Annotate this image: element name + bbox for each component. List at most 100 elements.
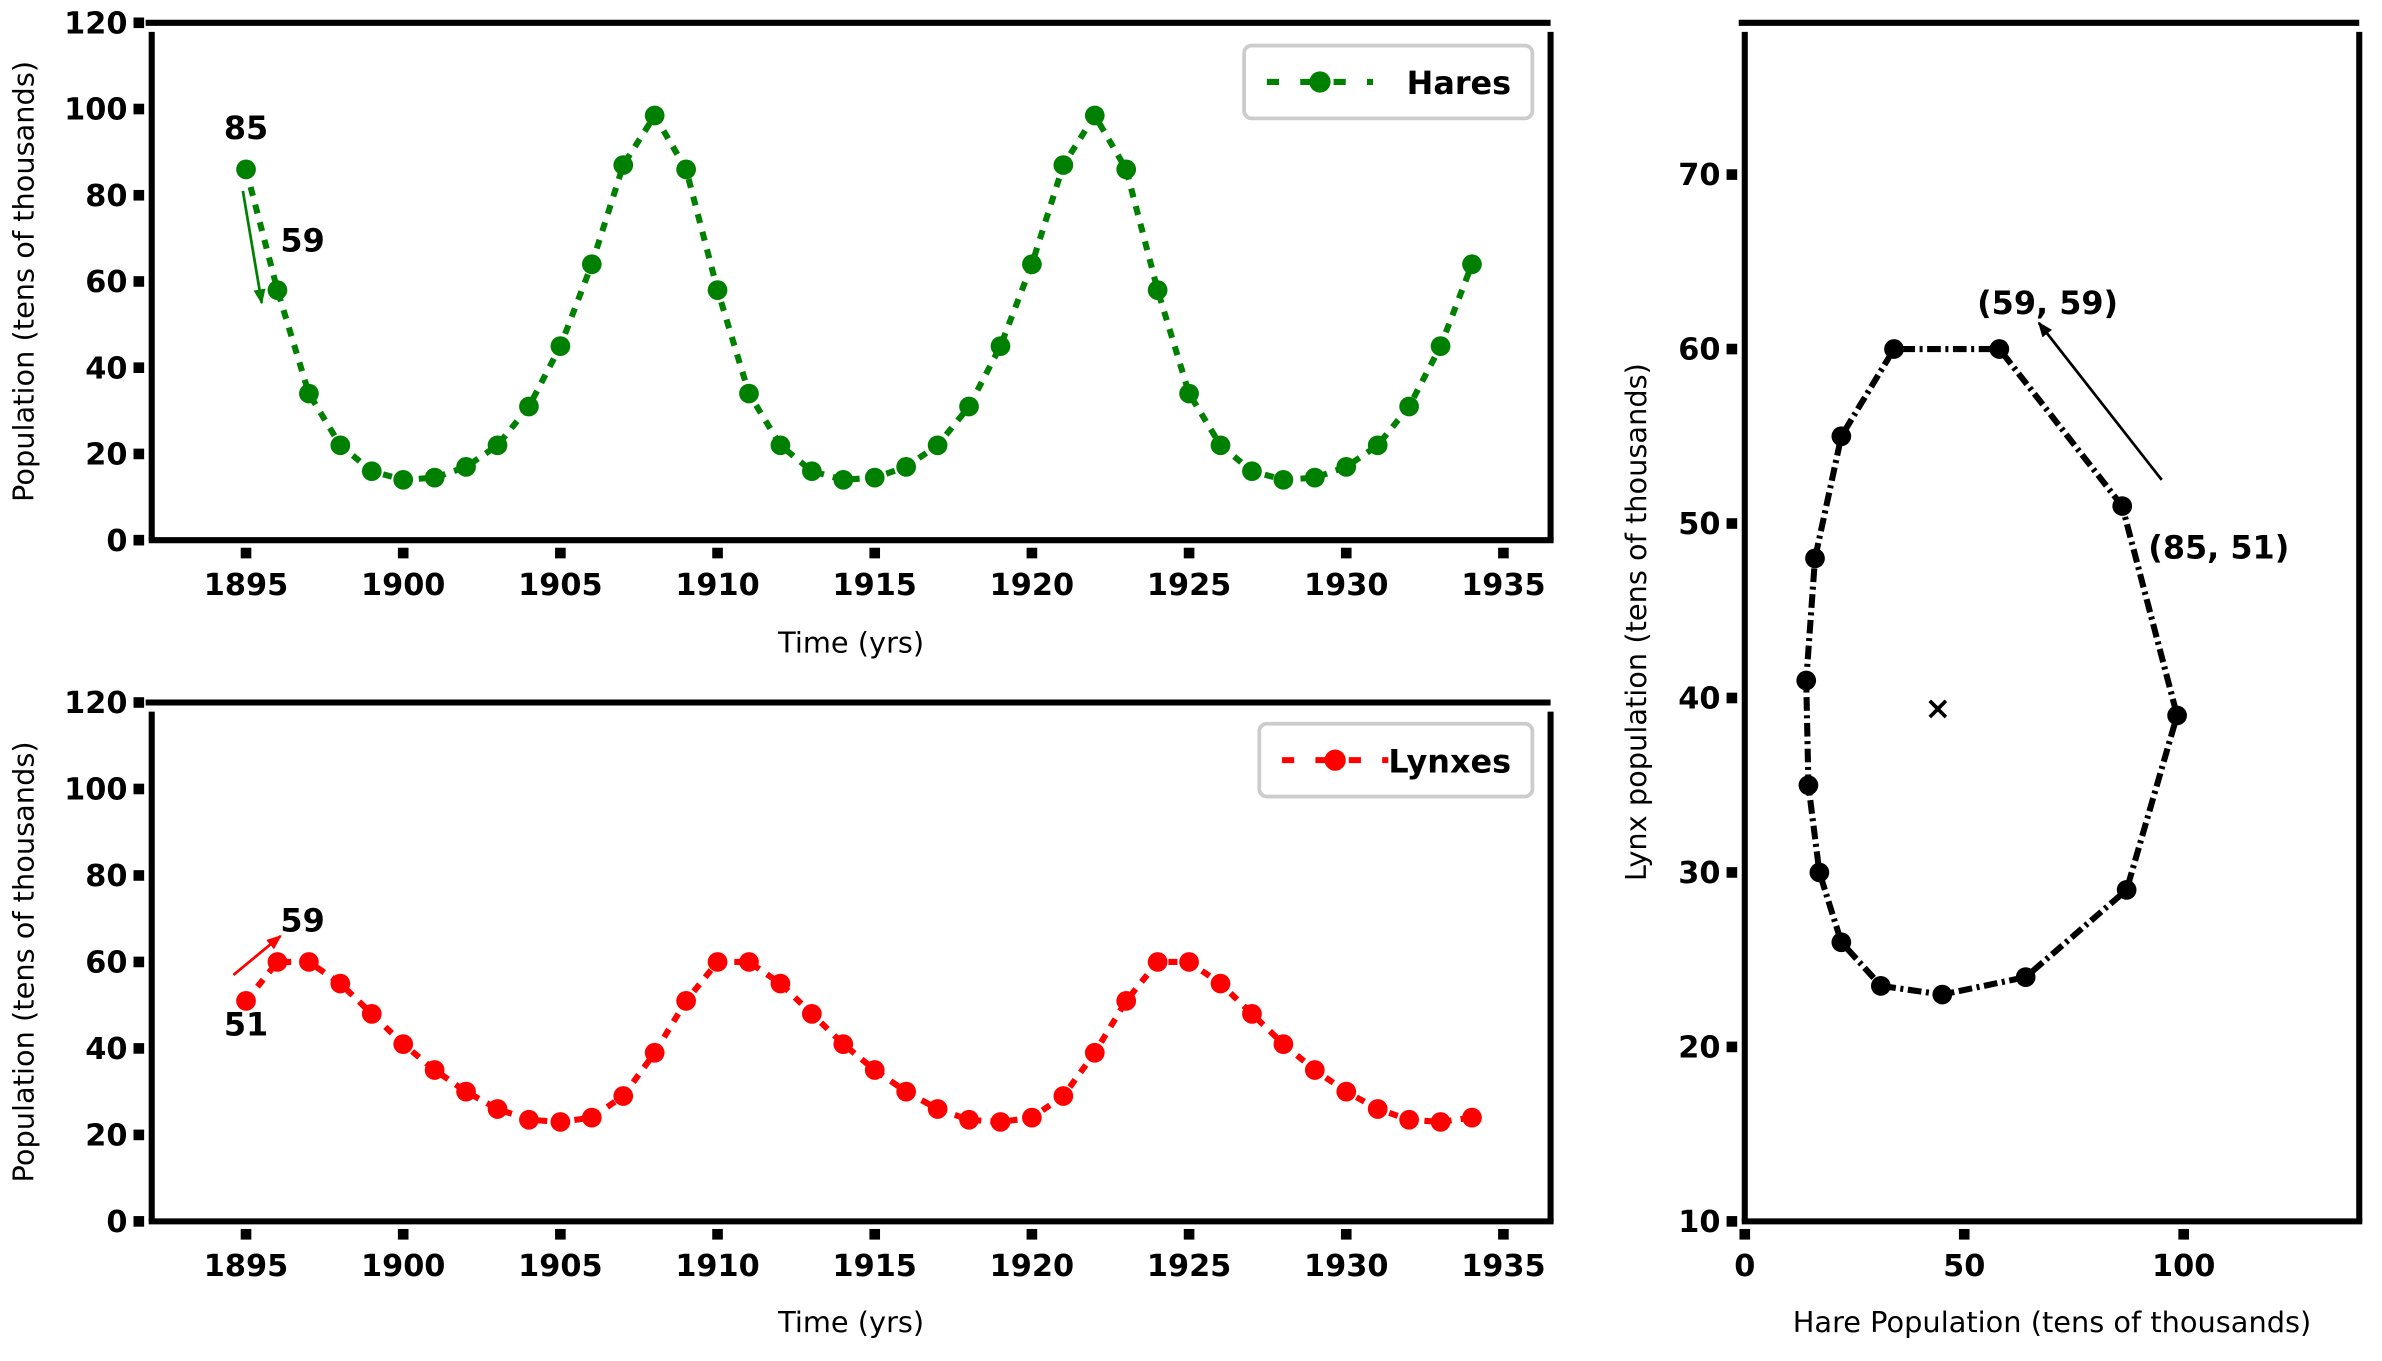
data-point xyxy=(299,952,319,972)
data-point xyxy=(1932,984,1953,1005)
annotation-label: 85 xyxy=(224,109,268,147)
data-point xyxy=(424,467,445,488)
y-axis-label: Lynx population (tens of thousands) xyxy=(1619,363,1653,881)
data-point xyxy=(770,435,791,456)
x-tick-mark xyxy=(869,1228,881,1240)
data-point xyxy=(1367,1099,1388,1119)
data-point xyxy=(487,1099,508,1119)
y-tick-mark xyxy=(1726,1216,1738,1227)
data-point xyxy=(2116,880,2137,900)
legend-label: Hares xyxy=(1407,64,1511,102)
data-point xyxy=(1179,383,1199,404)
y-axis-label: Population (tens of thousands) xyxy=(6,61,40,502)
data-point xyxy=(1798,775,1819,796)
x-tick-mark xyxy=(240,1228,252,1240)
series-line xyxy=(243,109,1475,483)
x-tick-mark xyxy=(555,1228,566,1240)
data-point xyxy=(1870,975,1891,996)
x-tick-label: 0 xyxy=(1734,1249,1755,1284)
data-point xyxy=(801,1003,822,1024)
data-point xyxy=(1796,670,1817,691)
data-point xyxy=(1084,105,1105,126)
x-tick-mark xyxy=(869,547,881,559)
data-point xyxy=(644,1042,665,1063)
x-tick-mark xyxy=(712,1228,723,1240)
y-tick-mark xyxy=(1726,169,1738,180)
data-point xyxy=(833,1034,854,1054)
data-point xyxy=(424,1060,445,1080)
x-tick-label: 1900 xyxy=(361,568,445,603)
data-point xyxy=(1809,862,1830,883)
data-point xyxy=(707,952,728,972)
data-point xyxy=(519,1109,539,1130)
annotation-arrow xyxy=(232,934,282,976)
data-point xyxy=(2112,496,2133,516)
data-point xyxy=(1147,952,1168,972)
x-tick-label: 1915 xyxy=(833,568,917,603)
y-tick-mark xyxy=(1726,867,1738,878)
data-point xyxy=(550,1112,571,1132)
y-tick-mark xyxy=(133,276,145,287)
data-point xyxy=(959,396,979,417)
data-point xyxy=(1805,548,1825,569)
legend-box xyxy=(1242,43,1535,121)
x-tick-mark xyxy=(1958,1228,1970,1240)
data-point xyxy=(864,467,885,488)
data-point xyxy=(896,457,917,477)
x-tick-label: 50 xyxy=(1943,1249,1985,1284)
data-point xyxy=(1273,1034,1294,1054)
x-axis-label: Time (yrs) xyxy=(777,625,924,659)
data-point xyxy=(550,336,571,357)
x-tick-label: 1910 xyxy=(675,1249,759,1284)
data-point xyxy=(2167,705,2187,726)
data-point xyxy=(1462,254,1482,275)
y-tick-label: 30 xyxy=(1678,856,1720,891)
data-point xyxy=(1884,339,1904,359)
data-point xyxy=(1336,457,1357,477)
x-tick-label: 1895 xyxy=(204,1249,288,1284)
x-tick-mark xyxy=(1498,1228,1509,1240)
data-point xyxy=(1053,155,1074,175)
data-point xyxy=(833,469,854,490)
y-tick-label: 60 xyxy=(85,265,127,300)
x-tick-label: 1925 xyxy=(1147,1249,1231,1284)
data-point xyxy=(361,461,382,482)
data-point xyxy=(676,990,696,1011)
data-point xyxy=(613,155,634,175)
data-point xyxy=(990,336,1011,357)
x-tick-label: 1905 xyxy=(518,1249,602,1284)
y-tick-label: 0 xyxy=(106,1205,127,1240)
x-tick-mark xyxy=(1183,547,1195,559)
data-point xyxy=(456,1081,476,1102)
y-tick-label: 20 xyxy=(85,1119,127,1154)
data-point xyxy=(236,990,256,1011)
x-axis-label: Time (yrs) xyxy=(777,1305,924,1339)
y-tick-mark xyxy=(133,362,145,374)
data-point xyxy=(1116,159,1137,180)
y-tick-label: 10 xyxy=(1678,1205,1720,1240)
data-point xyxy=(330,973,351,994)
data-point xyxy=(770,973,791,994)
y-tick-mark xyxy=(133,534,145,546)
x-tick-mark xyxy=(1739,1228,1751,1240)
data-point xyxy=(393,469,414,490)
y-tick-mark xyxy=(133,1129,145,1141)
data-point xyxy=(990,1112,1011,1132)
data-point xyxy=(1084,1042,1105,1063)
y-tick-mark xyxy=(1726,518,1738,529)
legend-marker xyxy=(1324,749,1346,771)
data-point xyxy=(581,1107,602,1128)
y-tick-mark xyxy=(133,17,145,29)
x-tick-mark xyxy=(555,547,566,559)
data-point xyxy=(1989,339,2010,359)
data-point xyxy=(707,280,728,300)
x-tick-label: 1910 xyxy=(675,568,759,603)
y-tick-mark xyxy=(133,448,145,460)
x-tick-mark xyxy=(397,1228,409,1240)
annotation-label: 51 xyxy=(224,1005,268,1043)
y-tick-label: 100 xyxy=(64,773,127,808)
data-point xyxy=(676,159,696,180)
x-tick-mark xyxy=(1183,1228,1195,1240)
data-point xyxy=(739,952,759,972)
